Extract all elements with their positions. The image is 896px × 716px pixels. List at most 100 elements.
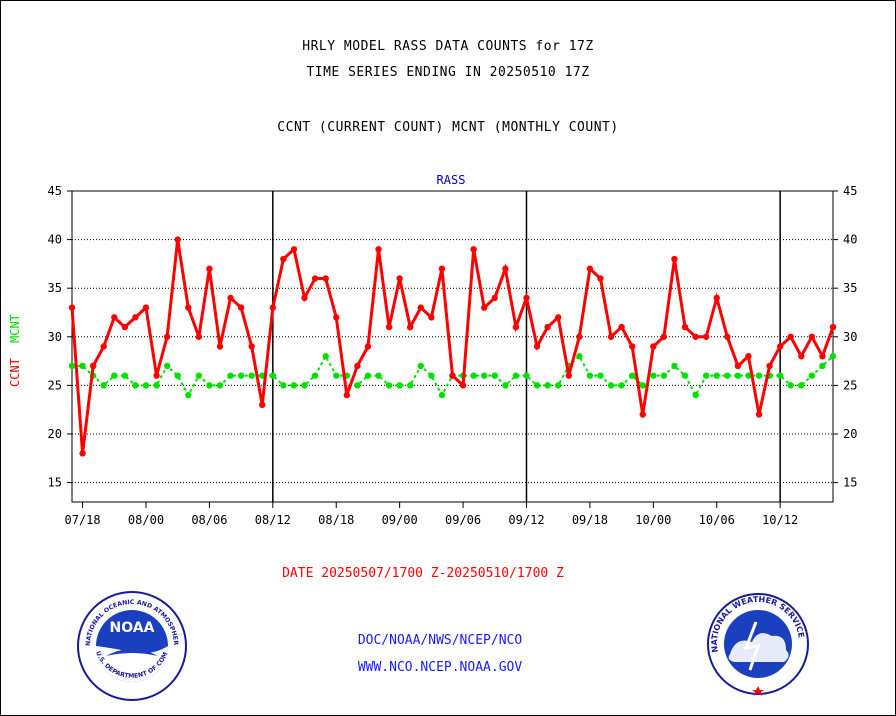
mcnt-point xyxy=(586,372,594,379)
mcnt-point xyxy=(470,372,477,379)
mcnt-point xyxy=(787,382,794,389)
y-tick-label: 30 xyxy=(48,330,62,344)
x-tick-label: 09/06 xyxy=(445,513,481,527)
axes: 15 15 20 20 25 25 30 30 35 35 40 40 45 45 07/18 08/00 08… xyxy=(48,184,858,527)
mcnt-point xyxy=(121,372,129,379)
ccnt-point xyxy=(808,333,816,340)
x-tick-label: 07/18 xyxy=(65,513,101,527)
y-tick-label: 15 xyxy=(48,476,62,490)
x-tick-label: 10/12 xyxy=(762,513,798,527)
panel-title: RASS xyxy=(437,173,466,187)
mcnt-point xyxy=(354,382,361,389)
ccnt-point xyxy=(755,411,763,418)
ccnt-point xyxy=(597,275,604,282)
ccnt-point xyxy=(121,323,129,331)
ccnt-point xyxy=(237,304,245,311)
ccnt-point xyxy=(385,323,393,331)
mcnt-point xyxy=(702,372,710,379)
y-tick-label: 35 xyxy=(48,281,62,295)
ccnt-point xyxy=(132,314,139,321)
mcnt-point xyxy=(491,372,498,379)
org-credit: DOC/NOAA/NWS/NCEP/NCO xyxy=(357,633,523,648)
mcnt-point xyxy=(407,382,414,389)
mcnt-point xyxy=(692,391,699,399)
mcnt-point xyxy=(142,382,150,389)
chart-title-line2: TIME SERIES ENDING IN 20250510 17Z xyxy=(306,65,590,80)
ccnt-point xyxy=(174,236,181,243)
mcnt-point xyxy=(311,372,319,379)
mcnt-point xyxy=(163,362,171,370)
chart-subtitle: CCNT (CURRENT COUNT) MCNT (MONTHLY COUNT… xyxy=(277,120,619,135)
mcnt-point xyxy=(195,372,203,379)
ccnt-point xyxy=(68,304,76,311)
mcnt-point xyxy=(248,372,255,379)
ccnt-point xyxy=(206,265,213,272)
mcnt-point xyxy=(798,382,805,389)
y-axis-label-mcnt: MCNT xyxy=(8,314,22,343)
ccnt-point xyxy=(79,450,86,457)
mcnt-point xyxy=(502,382,509,389)
x-tick-label: 09/12 xyxy=(508,513,544,527)
mcnt-point xyxy=(533,382,541,389)
ccnt-point xyxy=(354,362,361,370)
ccnt-series-line xyxy=(70,239,835,454)
mcnt-point xyxy=(660,372,668,379)
ccnt-point xyxy=(523,294,530,302)
mcnt-point xyxy=(829,353,837,360)
y-tick-label-right: 35 xyxy=(843,281,857,295)
mcnt-point xyxy=(681,372,689,379)
mcnt-point xyxy=(396,382,403,389)
ccnt-point xyxy=(692,333,699,340)
y-axis-label-ccnt: CCNT xyxy=(8,358,22,387)
ccnt-point xyxy=(713,294,720,302)
mcnt-point xyxy=(724,372,731,379)
x-tick-label: 08/18 xyxy=(318,513,354,527)
series-layer xyxy=(68,236,837,457)
ccnt-point xyxy=(417,304,424,311)
grid-lines xyxy=(72,191,833,502)
x-tick-label: 08/00 xyxy=(128,513,164,527)
mcnt-point xyxy=(216,382,224,389)
ccnt-point xyxy=(470,246,477,253)
ccnt-point xyxy=(702,333,710,340)
mcnt-point xyxy=(819,362,826,370)
y-tick-label-right: 30 xyxy=(843,330,857,344)
mcnt-point xyxy=(153,382,160,389)
ccnt-point xyxy=(660,333,668,340)
website-link[interactable]: WWW.NCO.NCEP.NOAA.GOV xyxy=(357,660,523,675)
y-tick-label-right: 45 xyxy=(843,184,857,198)
mcnt-point xyxy=(438,391,446,399)
mcnt-point xyxy=(111,372,118,379)
ccnt-point xyxy=(227,294,234,302)
y-tick-label: 40 xyxy=(48,233,62,247)
ccnt-point xyxy=(565,372,572,379)
mcnt-point xyxy=(512,372,520,379)
ccnt-point xyxy=(544,323,551,331)
mcnt-point xyxy=(576,353,583,360)
ccnt-point xyxy=(628,343,636,350)
ccnt-point xyxy=(438,265,446,272)
mcnt-point xyxy=(375,372,382,379)
mcnt-point xyxy=(364,372,372,379)
ccnt-point xyxy=(512,323,520,331)
y-tick-label-right: 25 xyxy=(843,378,857,392)
plot-border xyxy=(71,190,834,503)
ccnt-point xyxy=(787,333,794,340)
y-tick-label: 45 xyxy=(48,184,62,198)
ccnt-point xyxy=(554,314,562,321)
mcnt-point xyxy=(607,382,615,389)
ccnt-point xyxy=(734,362,742,370)
y-tick-label: 20 xyxy=(48,427,62,441)
star-icon xyxy=(752,686,764,696)
ccnt-point xyxy=(639,411,646,418)
ccnt-point xyxy=(333,314,340,321)
ccnt-point xyxy=(185,304,192,311)
x-tick-label: 10/00 xyxy=(635,513,671,527)
y-tick-label-right: 20 xyxy=(843,427,857,441)
mcnt-point xyxy=(269,372,277,379)
ccnt-point xyxy=(301,294,308,302)
mcnt-point xyxy=(185,391,192,399)
mcnt-point xyxy=(554,382,562,389)
ccnt-point xyxy=(681,323,689,331)
mcnt-point xyxy=(597,372,604,379)
